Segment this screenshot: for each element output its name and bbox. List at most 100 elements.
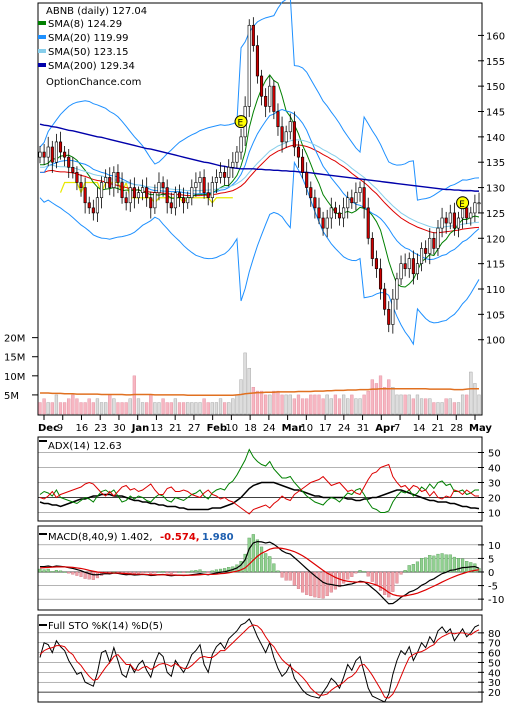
macd-histogram-bar [169,571,173,574]
volume-bar [350,394,354,415]
macd-histogram-bar [370,571,374,582]
x-tick-label: Feb [207,423,227,434]
macd-histogram-bar [91,571,95,580]
volume-bar [428,398,432,415]
macd-histogram-bar [456,558,461,573]
macd-histogram-bar [461,558,465,573]
macd-histogram-bar [182,571,186,573]
candle-body [247,24,251,107]
macd-histogram-bar [202,571,206,573]
macd-histogram-bar [329,571,333,593]
adx-tick-label: 30 [488,479,501,490]
price-tick-label: 150 [486,82,505,93]
x-tick-label: 24 [338,423,351,434]
candle-body [251,24,255,46]
macd-histogram-bar [317,571,321,598]
macd-histogram-bar [292,571,296,586]
volume-bar [469,371,473,415]
macd-histogram-bar [227,567,231,573]
adx-tick-label: 40 [488,464,501,475]
macd-panel-frame [37,525,483,611]
volume-bar [288,394,292,415]
volume-bar [341,394,346,415]
x-tick-label: Mar [282,423,304,434]
macd-histogram-bar [54,570,58,573]
candle-body [383,288,387,310]
candle-body [354,192,358,204]
volume-bar [223,402,227,415]
volume-bar [54,394,59,415]
candle-body [411,258,415,275]
candle-body [165,187,169,204]
macd-histogram-bar [87,571,91,580]
volume-bar [370,379,374,415]
macd-hist-value: 1.980 [202,532,234,543]
candle-body [108,177,112,188]
volume-bar [456,402,461,415]
candle-body [116,172,120,183]
x-tick-label: 13 [150,423,163,434]
candle-body [182,197,186,204]
volume-bar [272,390,276,415]
volume-bar [243,352,247,415]
candle-body [432,237,436,249]
volume-bar [108,394,112,415]
candle-body [296,146,301,158]
volume-bar [432,402,436,415]
volume-bar [227,402,231,415]
volume-bar [140,402,145,415]
macd-histogram-bar [284,571,288,581]
volume-bar [419,398,424,415]
candle-body [350,197,354,204]
price-tick-label: 100 [486,336,505,347]
volume-bar [251,387,255,415]
x-tick-label: 27 [188,423,201,434]
price-tick-label: 160 [486,31,505,42]
sto-tick-label: 40 [488,668,501,679]
candle-body [399,263,403,280]
sto-tick-label: 30 [488,678,501,689]
candle-body [141,187,145,193]
macd-histogram-bar [424,557,428,573]
volume-bar [112,398,116,415]
candle-body [67,156,71,168]
volume-bar [403,394,407,415]
candle-body [370,237,374,259]
macd-histogram-bar [362,571,366,573]
x-tick-label: 24 [263,423,276,434]
chart-title: ABNB (daily) 127.04 [46,6,147,17]
candle-body [54,141,58,163]
volume-bar [231,398,235,415]
volume-bar [128,398,132,415]
adx-title: ADX(14) 12.63 [48,441,122,452]
candle-body [403,263,407,270]
macd-histogram-bar [309,571,313,597]
volume-bar [247,367,251,415]
volume-bar [71,394,75,415]
sto-tick-label: 50 [488,658,501,669]
volume-bar [333,394,338,415]
volume-bar [411,398,415,415]
sma200-line [39,123,479,192]
candle-body [366,207,370,239]
legend: SMA(8) 124.29 SMA(20) 119.99 SMA(50) 123… [38,19,141,88]
price-tick-label: 140 [486,133,505,144]
sto-k-line [39,618,480,703]
candle-body [321,217,325,229]
macd-histogram-bar [383,571,387,595]
candle-body [391,298,395,325]
x-tick-label: 18 [244,423,257,434]
candle-body [477,202,481,205]
price-tick-label: 105 [486,310,505,321]
adx-panel-frame [37,436,483,522]
candle-body [161,182,165,188]
macd-tick-label: 10 [488,541,501,552]
candle-body [378,268,383,290]
volume-bar [239,379,243,415]
macd-histogram-bar [415,561,420,573]
candle-body [317,207,321,219]
price-tick-label: 110 [486,285,505,296]
candle-body [264,95,268,107]
candle-body [206,192,210,199]
